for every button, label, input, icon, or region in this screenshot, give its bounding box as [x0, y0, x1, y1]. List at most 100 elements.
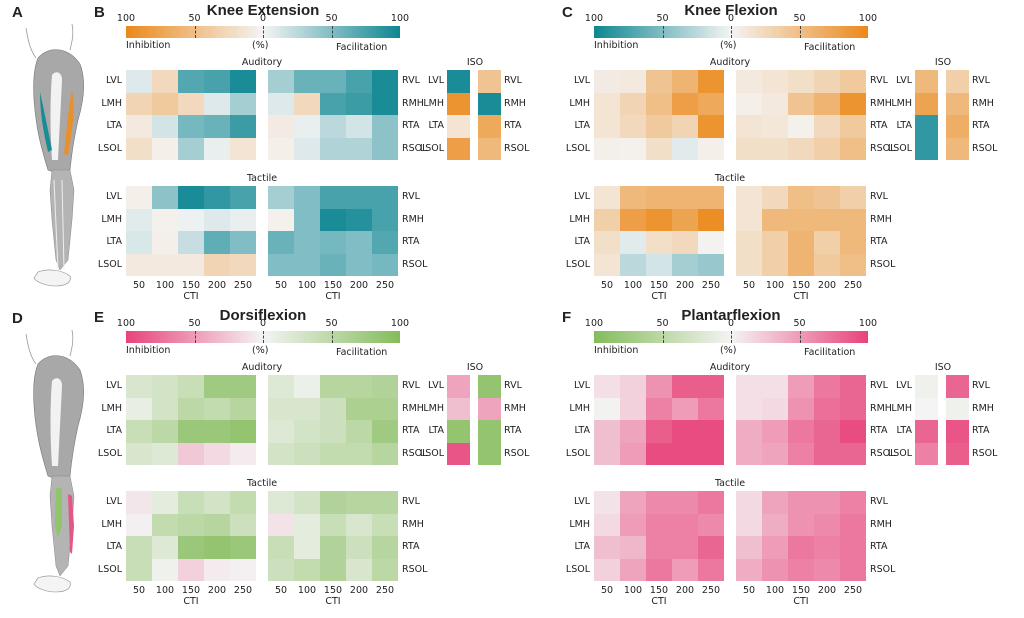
row-label: LTA [574, 120, 590, 131]
heatmap-cell [372, 536, 398, 559]
heatmap-cell [840, 253, 866, 276]
heatmap-cell [320, 558, 346, 581]
tactile-label: Tactile [714, 173, 746, 184]
row-label: LSOL [419, 142, 444, 154]
row-label: RMH [870, 213, 892, 225]
heatmap-cell [346, 231, 372, 254]
heatmap-cell [646, 558, 672, 581]
heatmap-cell [594, 536, 620, 559]
row-label: LMH [891, 97, 912, 109]
heatmap-cell [178, 92, 204, 115]
inhibition-label: Inhibition [126, 345, 171, 356]
heatmap-cell [840, 536, 866, 559]
heatmap-cell [320, 442, 346, 465]
iso-label: ISO [934, 362, 952, 373]
heatmap-cell [372, 115, 398, 138]
heatmap-cell [646, 115, 672, 138]
x-tick-label: 250 [233, 585, 253, 596]
heatmap-cell [840, 513, 866, 536]
heatmap-cell [672, 513, 698, 536]
row-label: RTA [870, 541, 888, 552]
heatmap-cell [594, 375, 620, 398]
heatmap-cell [126, 70, 152, 93]
heatmap-cell [372, 442, 398, 465]
colorbar-tick-mark [331, 331, 334, 343]
row-label: LSOL [97, 447, 122, 459]
heatmap-cell [814, 397, 840, 420]
heatmap-cell [788, 253, 814, 276]
iso-label: ISO [934, 57, 952, 68]
heatmap-cell [294, 513, 320, 536]
heatmap-cell [372, 231, 398, 254]
heatmap-tactile-left [126, 491, 256, 581]
heatmap-cell [698, 536, 724, 559]
heatmap-cell [788, 442, 814, 465]
tactile-label: Tactile [714, 478, 746, 489]
heatmap-cell [736, 115, 762, 138]
row-label: LSOL [97, 142, 122, 154]
heatmap-tactile-left [126, 186, 256, 276]
heatmap-cell [814, 442, 840, 465]
tactile-label: Tactile [246, 173, 278, 184]
heatmap-cell [736, 231, 762, 254]
inhibition-label: Inhibition [594, 40, 639, 51]
row-label: LTA [106, 425, 122, 436]
heatmap-cell [230, 491, 256, 514]
row-label: RMH [870, 402, 892, 414]
heatmap-cell [620, 208, 646, 231]
heatmap-cell [178, 397, 204, 420]
heatmap-cell [152, 137, 178, 160]
heatmap-cell [178, 231, 204, 254]
heatmap-cell [346, 442, 372, 465]
row-label: LVL [105, 191, 122, 202]
heatmap-cell [672, 397, 698, 420]
heatmap-cell [372, 137, 398, 160]
heatmap-cell [736, 137, 762, 160]
x-tick-label: 100 [297, 585, 317, 596]
heatmap-cell [320, 536, 346, 559]
heatmap-cell [320, 70, 346, 93]
heatmap-cell [204, 513, 230, 536]
row-label: RSOL [870, 142, 896, 154]
iso-cell [447, 92, 470, 115]
x-tick-label: 200 [207, 585, 227, 596]
heatmap-cell [126, 513, 152, 536]
heatmap-cell [788, 513, 814, 536]
heatmap-cell [840, 558, 866, 581]
row-label: LMH [423, 402, 444, 414]
heatmap-cell [840, 137, 866, 160]
heatmap-cell [230, 208, 256, 231]
heatmap-iso-right [946, 375, 969, 465]
heatmap-cell [788, 208, 814, 231]
heatmap-cell [736, 442, 762, 465]
row-label: RTA [972, 120, 990, 131]
iso-cell [478, 420, 501, 443]
heatmap-cell [320, 115, 346, 138]
heatmap-cell [762, 513, 788, 536]
heatmap-cell [126, 536, 152, 559]
row-label: RVL [402, 380, 420, 391]
colorbar-tick-mark [194, 331, 197, 343]
heatmap-cell [762, 137, 788, 160]
iso-cell [946, 420, 969, 443]
heatmap-cell [126, 186, 152, 209]
row-label: RMH [402, 402, 424, 414]
row-label: RVL [870, 496, 888, 507]
heatmap-cell [698, 558, 724, 581]
heatmap-cell [372, 491, 398, 514]
x-tick-label: 250 [375, 585, 395, 596]
heatmap-cell [620, 231, 646, 254]
row-label: RVL [870, 191, 888, 202]
heatmap-cell [672, 536, 698, 559]
heatmap-cell [620, 70, 646, 93]
iso-cell [478, 92, 501, 115]
heatmap-cell [698, 491, 724, 514]
heatmap-iso-left [447, 375, 470, 465]
heatmap-cell [178, 558, 204, 581]
heatmap-cell [152, 375, 178, 398]
heatmap-cell [594, 137, 620, 160]
x-tick-label: 50 [600, 585, 614, 596]
colorbar-tick-mark [662, 331, 665, 343]
x-axis-label: CTI [183, 291, 199, 302]
row-label: LTA [574, 425, 590, 436]
